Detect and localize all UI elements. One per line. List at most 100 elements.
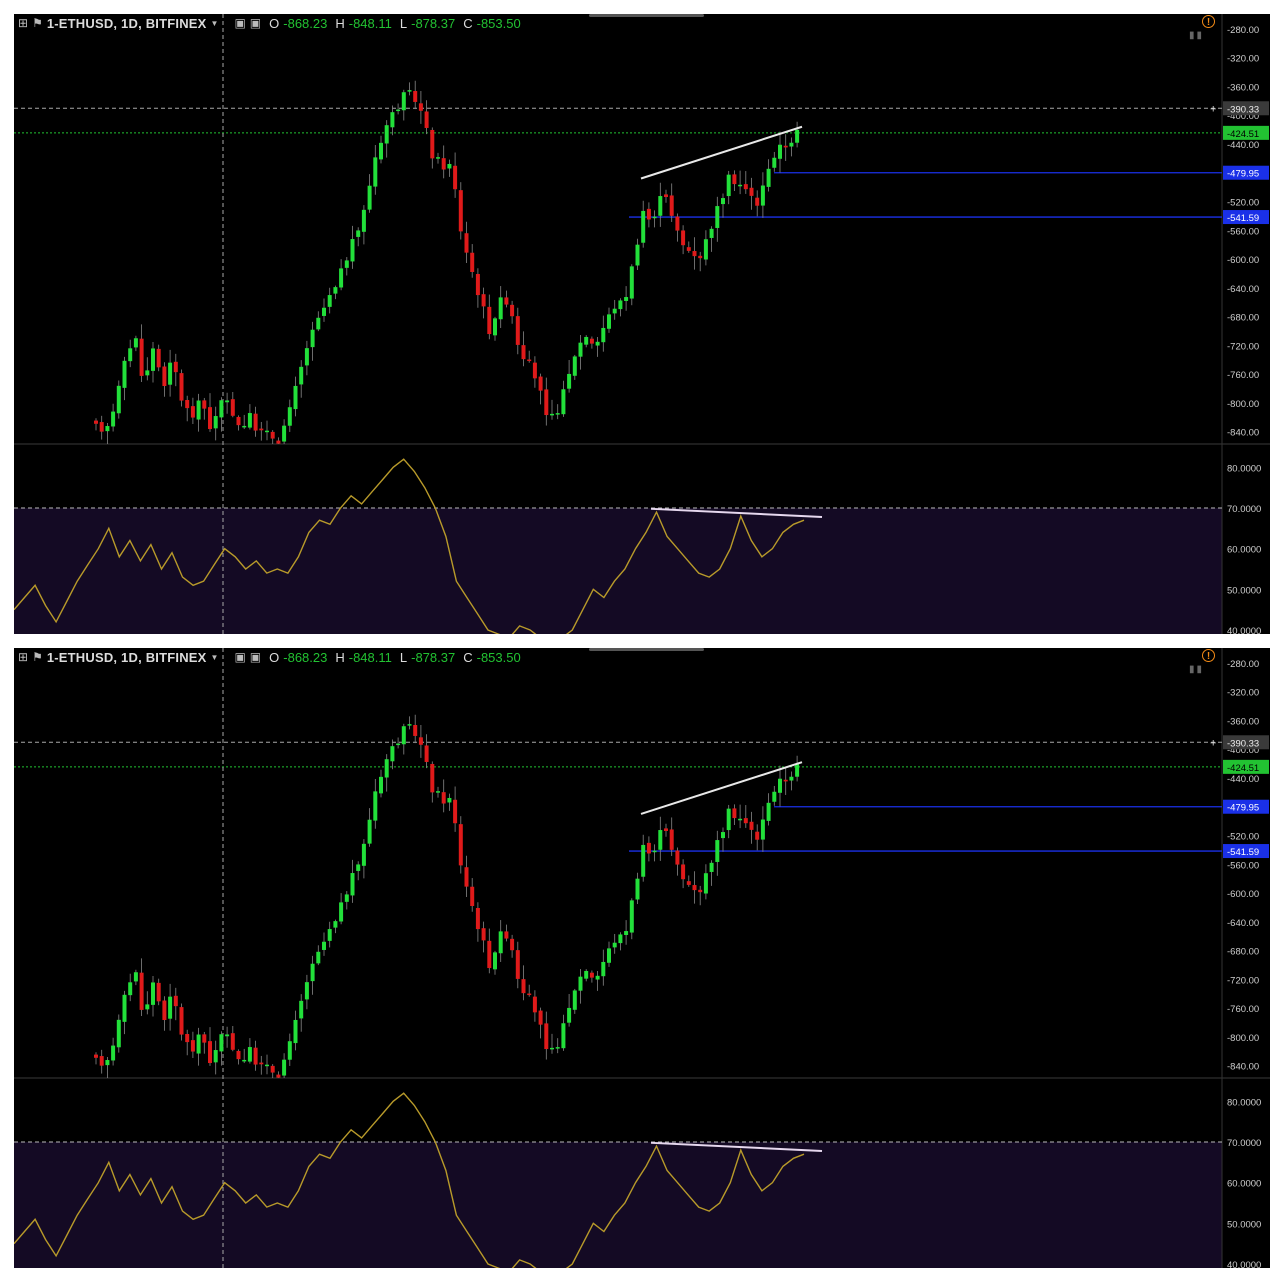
candle-body <box>567 1007 572 1023</box>
candle-body <box>760 819 765 840</box>
candle-body <box>151 348 155 371</box>
price-tick-label: -320.00 <box>1227 54 1259 65</box>
candle-body <box>789 142 794 147</box>
candle-body <box>418 103 423 111</box>
candle-body <box>111 1045 116 1061</box>
candle-body <box>128 348 133 362</box>
caret-down-icon[interactable]: ▼ <box>210 18 219 28</box>
candle-body <box>361 843 366 866</box>
caret-down-icon[interactable]: ▼ <box>210 652 219 662</box>
close-icon[interactable]: ▣ <box>249 16 262 30</box>
candle-body <box>322 307 326 316</box>
rsi-tick-label: 40.0000 <box>1227 626 1261 634</box>
price-tick-label: -760.00 <box>1227 1004 1259 1015</box>
candle-body <box>276 1074 281 1078</box>
candle-body <box>544 389 549 416</box>
candle-body <box>390 112 395 128</box>
candle-body <box>162 1000 167 1021</box>
candle-body <box>760 185 765 206</box>
candle-body <box>726 174 731 197</box>
candle-body <box>208 407 212 430</box>
candle-body <box>658 196 663 216</box>
candle-body <box>225 1034 230 1037</box>
expand-icon[interactable]: ⊞ <box>18 16 29 30</box>
candle-body <box>589 338 594 344</box>
candle-body <box>293 1019 298 1044</box>
candle-body <box>709 862 714 872</box>
candle-body <box>550 413 554 416</box>
candle-body <box>350 873 355 896</box>
candle-body <box>373 791 378 821</box>
pane-resize-handle[interactable] <box>589 14 704 17</box>
candle-body <box>664 194 668 198</box>
high-label: H <box>335 649 345 665</box>
price-tick-label: -760.00 <box>1227 370 1259 381</box>
chart-panel-bottom[interactable]: -280.00-320.00-360.00-400.00-440.00-480.… <box>14 648 1270 1268</box>
price-tick-label: -840.00 <box>1227 428 1259 439</box>
warning-icon[interactable]: ! <box>1202 649 1215 662</box>
symbol-title[interactable]: 1-ETHUSD, 1D, BITFINEX <box>46 15 207 31</box>
candle-body <box>453 799 458 824</box>
close-icon[interactable]: ▣ <box>249 650 262 664</box>
price-marker: -390.33 + <box>1210 101 1269 116</box>
settings-icon[interactable]: ▣ <box>234 16 246 30</box>
scale-buttons[interactable]: ▮▮ <box>1189 30 1205 41</box>
candle-body <box>242 425 247 428</box>
candle-body <box>692 885 697 891</box>
candle-body <box>247 1047 252 1062</box>
candle-body <box>510 938 515 951</box>
price-marker-label: -541.59 <box>1227 213 1259 224</box>
price-tick-label: -280.00 <box>1227 659 1259 670</box>
price-trendline <box>640 125 803 180</box>
price-tick-label: -600.00 <box>1227 889 1259 900</box>
candle-body <box>407 90 412 92</box>
candle-body <box>156 348 161 368</box>
candle-body <box>749 187 754 196</box>
low-label: L <box>399 649 408 665</box>
settings-icon[interactable]: ▣ <box>234 650 246 664</box>
price-tick-label: -520.00 <box>1227 198 1259 209</box>
chart-svg[interactable]: -280.00-320.00-360.00-400.00-440.00-480.… <box>14 648 1270 1268</box>
chart-panel-top[interactable]: -280.00-320.00-360.00-400.00-440.00-480.… <box>14 14 1270 634</box>
candle-body <box>726 808 731 831</box>
candle-body <box>202 1034 207 1043</box>
scale-buttons[interactable]: ▮▮ <box>1189 664 1205 675</box>
candle-body <box>168 362 173 385</box>
candle-body <box>578 976 583 991</box>
candle-body <box>646 842 651 854</box>
candle-body <box>265 1064 269 1067</box>
candle-body <box>601 327 606 343</box>
candle-body <box>458 824 463 866</box>
candle-body <box>139 338 144 376</box>
candle-body <box>635 878 640 900</box>
candle-body <box>287 407 292 426</box>
candle-body <box>607 948 611 963</box>
candle-body <box>795 129 800 143</box>
candle-body <box>475 273 480 296</box>
symbol-title[interactable]: 1-ETHUSD, 1D, BITFINEX <box>46 649 207 665</box>
price-marker-box <box>1223 101 1269 116</box>
candle-body <box>470 886 475 906</box>
low-value: -878.37 <box>411 649 456 665</box>
candle-body <box>333 921 338 928</box>
candle-body <box>424 745 429 762</box>
candle-body <box>105 1060 110 1066</box>
candle-body <box>133 972 138 982</box>
candle-body <box>99 422 104 432</box>
chart-svg[interactable]: -280.00-320.00-360.00-400.00-440.00-480.… <box>14 14 1270 634</box>
candle-body <box>344 894 349 902</box>
candle-body <box>624 297 629 302</box>
candle-body <box>681 230 686 246</box>
candle-body <box>755 197 760 206</box>
candle-body <box>743 818 748 824</box>
pane-resize-handle[interactable] <box>589 648 704 651</box>
candle-body <box>111 411 116 427</box>
expand-icon[interactable]: ⊞ <box>18 650 29 664</box>
candle-body <box>527 993 532 996</box>
candle-body <box>532 996 537 1013</box>
candle-body <box>407 724 412 726</box>
candle-body <box>664 828 668 832</box>
warning-icon[interactable]: ! <box>1202 15 1215 28</box>
candle-body <box>168 996 173 1019</box>
candle-body <box>515 950 520 979</box>
